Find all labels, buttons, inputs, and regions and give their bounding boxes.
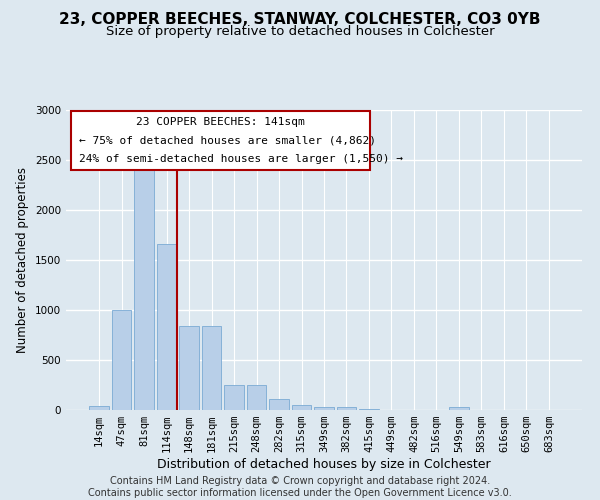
Bar xyxy=(247,385,266,410)
Bar xyxy=(269,398,289,410)
Bar xyxy=(112,310,131,410)
Bar xyxy=(202,326,221,410)
Bar xyxy=(179,326,199,410)
Text: 23, COPPER BEECHES, STANWAY, COLCHESTER, CO3 0YB: 23, COPPER BEECHES, STANWAY, COLCHESTER,… xyxy=(59,12,541,28)
X-axis label: Distribution of detached houses by size in Colchester: Distribution of detached houses by size … xyxy=(157,458,491,471)
Bar xyxy=(292,405,311,410)
Bar xyxy=(314,407,334,410)
Bar xyxy=(89,406,109,410)
FancyBboxPatch shape xyxy=(71,112,370,170)
Text: 23 COPPER BEECHES: 141sqm: 23 COPPER BEECHES: 141sqm xyxy=(136,117,305,127)
Bar xyxy=(359,409,379,410)
Bar xyxy=(449,408,469,410)
Bar xyxy=(134,161,154,410)
Bar xyxy=(157,244,176,410)
Bar xyxy=(337,407,356,410)
Text: Contains HM Land Registry data © Crown copyright and database right 2024.
Contai: Contains HM Land Registry data © Crown c… xyxy=(88,476,512,498)
Text: Size of property relative to detached houses in Colchester: Size of property relative to detached ho… xyxy=(106,25,494,38)
Text: ← 75% of detached houses are smaller (4,862): ← 75% of detached houses are smaller (4,… xyxy=(79,136,376,146)
Bar xyxy=(224,385,244,410)
Y-axis label: Number of detached properties: Number of detached properties xyxy=(16,167,29,353)
Text: 24% of semi-detached houses are larger (1,550) →: 24% of semi-detached houses are larger (… xyxy=(79,154,403,164)
